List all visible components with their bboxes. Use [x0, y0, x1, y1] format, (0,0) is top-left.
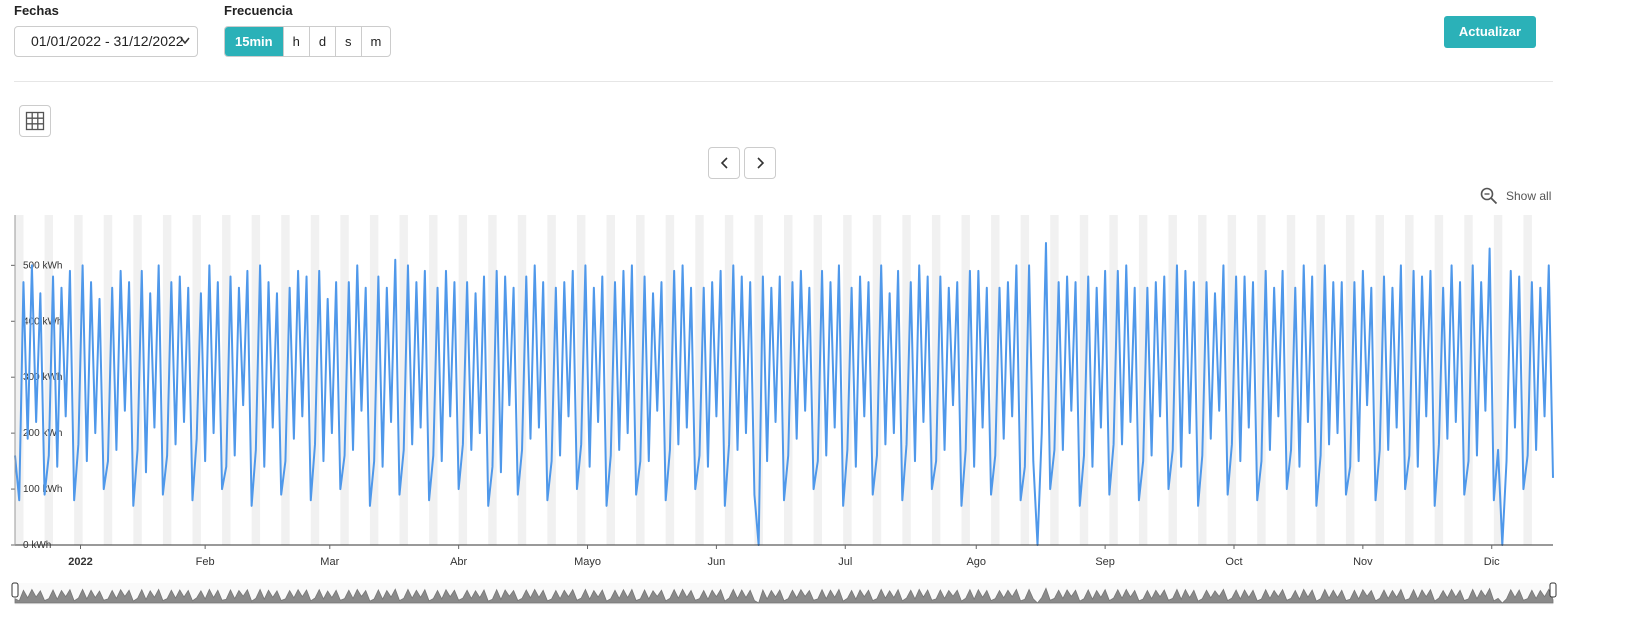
frequency-option[interactable]: d	[308, 27, 335, 56]
navigator-handle[interactable]	[1549, 582, 1557, 598]
prev-icon	[720, 157, 728, 169]
weekend-band	[1227, 215, 1237, 545]
frequency-option[interactable]: s	[335, 27, 361, 56]
weekend-band	[488, 215, 497, 545]
weekend-band	[15, 215, 24, 545]
weekend-band	[872, 215, 882, 545]
x-tick-label: Sep	[1095, 556, 1115, 568]
weekend-band	[665, 215, 675, 545]
weekend-band	[1138, 215, 1148, 545]
x-tick-label: Jun	[708, 556, 726, 568]
x-tick-label: Dic	[1484, 556, 1500, 568]
weekend-band	[369, 215, 379, 545]
weekend-band	[1405, 215, 1414, 545]
series-line	[14, 241, 1554, 546]
weekend-band	[606, 215, 615, 545]
weekend-band	[931, 215, 941, 545]
weekend-band	[1434, 215, 1444, 545]
x-tick-label: Feb	[196, 556, 215, 568]
x-tick-label: Ago	[966, 556, 986, 568]
weekend-band	[784, 215, 793, 545]
frequency-option[interactable]: m	[360, 27, 391, 56]
next-button[interactable]	[744, 147, 776, 179]
weekend-band	[813, 215, 823, 545]
weekend-band	[1286, 215, 1296, 545]
next-icon	[757, 157, 765, 169]
weekend-band	[1316, 215, 1325, 545]
weekend-band	[961, 215, 970, 545]
show-all-label: Show all	[1506, 189, 1552, 203]
navigator-handle[interactable]	[11, 582, 19, 598]
weekend-band	[162, 215, 172, 545]
frequency-option[interactable]: 15min	[225, 27, 283, 56]
x-tick-label: Mar	[320, 556, 339, 568]
x-tick-label: Nov	[1353, 556, 1373, 568]
weekend-band	[991, 215, 1000, 545]
weekend-band	[310, 215, 320, 545]
weekend-band	[517, 215, 527, 545]
dates-label: Fechas	[14, 3, 59, 18]
y-tick-label: 500 kWh	[23, 260, 62, 271]
zoom-icon	[1480, 187, 1498, 205]
date-range: 01/01/2022 - 31/12/2022	[31, 33, 184, 49]
weekend-band	[399, 215, 408, 545]
weekend-band	[724, 215, 734, 545]
weekend-band	[1168, 215, 1177, 545]
frequency-group: 15min h d s m	[224, 26, 392, 57]
navigator-series	[14, 587, 1554, 604]
table-toggle[interactable]	[19, 105, 51, 137]
y-tick-label: 100 kWh	[23, 484, 62, 495]
weekend-band	[1523, 215, 1532, 545]
x-tick-label: 2022	[68, 556, 92, 568]
show-all-button[interactable]: Show all	[1480, 187, 1551, 205]
weekend-band	[192, 215, 201, 545]
weekend-band	[1050, 215, 1059, 545]
separator	[14, 81, 1553, 82]
weekend-band	[281, 215, 290, 545]
weekend-band	[754, 215, 763, 545]
weekend-band	[1375, 215, 1384, 545]
weekend-band	[1020, 215, 1030, 545]
weekend-band	[695, 215, 704, 545]
weekend-band	[1345, 215, 1355, 545]
date-range-select[interactable]: 01/01/2022 - 31/12/2022	[14, 26, 198, 57]
weekend-band	[74, 215, 83, 545]
weekend-band	[1198, 215, 1207, 545]
weekend-band	[636, 215, 645, 545]
weekend-band	[1493, 215, 1503, 545]
weekend-band	[429, 215, 438, 545]
weekend-band	[1464, 215, 1473, 545]
weekend-band	[547, 215, 556, 545]
x-tick-label: Abr	[450, 556, 467, 568]
update-button[interactable]: Actualizar	[1444, 16, 1536, 48]
chevron	[180, 37, 190, 45]
prev-button[interactable]	[708, 147, 740, 179]
frequency-option[interactable]: h	[282, 27, 309, 56]
weekend-band	[103, 215, 113, 545]
weekend-band	[1079, 215, 1089, 545]
weekend-band	[458, 215, 468, 545]
weekend-band	[902, 215, 911, 545]
weekend-band	[222, 215, 231, 545]
x-tick-label: Oct	[1225, 556, 1242, 568]
grid-icon	[25, 111, 45, 131]
weekend-band	[576, 215, 586, 545]
weekend-band	[251, 215, 261, 545]
x-tick-label: Jul	[838, 556, 852, 568]
x-tick-label: Mayo	[574, 556, 601, 568]
frequency-label: Frecuencia	[224, 3, 293, 18]
weekend-band	[340, 215, 349, 545]
weekend-band	[133, 215, 142, 545]
weekend-band	[843, 215, 852, 545]
y-tick-label: 400 kWh	[23, 316, 62, 327]
weekend-band	[44, 215, 54, 545]
weekend-band	[1257, 215, 1266, 545]
weekend-band	[1109, 215, 1118, 545]
